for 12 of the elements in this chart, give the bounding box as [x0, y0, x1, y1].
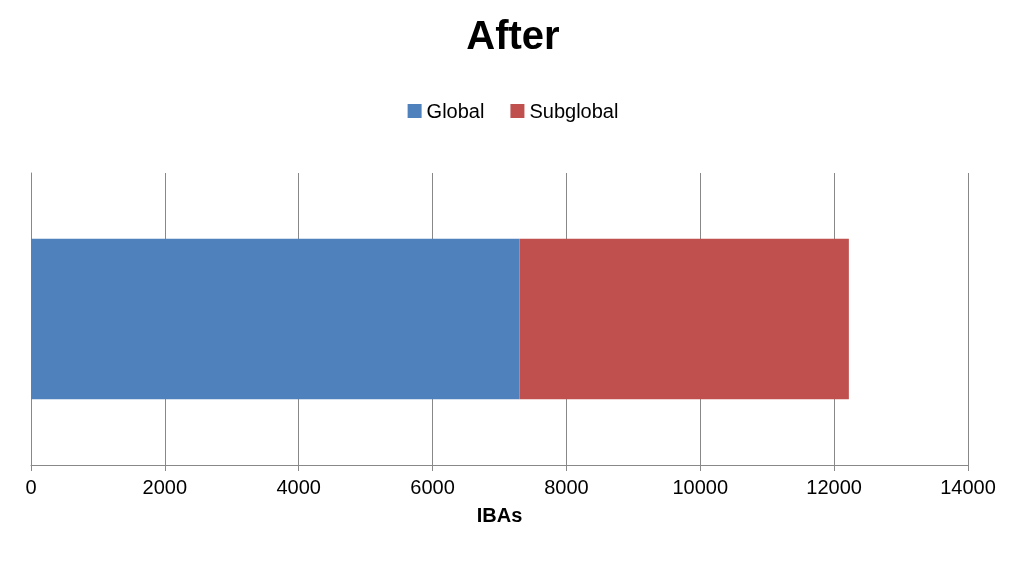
x-tick-label: 8000: [544, 476, 589, 498]
x-tick-label: 0: [25, 476, 37, 498]
x-tick-label: 12000: [806, 476, 862, 498]
x-tick-label: 4000: [276, 476, 321, 498]
legend-label: Global: [426, 100, 485, 122]
x-tick-label: 2000: [142, 476, 188, 498]
x-tick-label: 10000: [672, 476, 729, 498]
x-tick-label: 6000: [410, 476, 455, 498]
chart-title: After: [466, 13, 560, 57]
x-axis-title: IBAs: [476, 504, 523, 526]
x-tick-label: 14000: [940, 476, 996, 498]
legend-label: Subglobal: [529, 100, 619, 122]
